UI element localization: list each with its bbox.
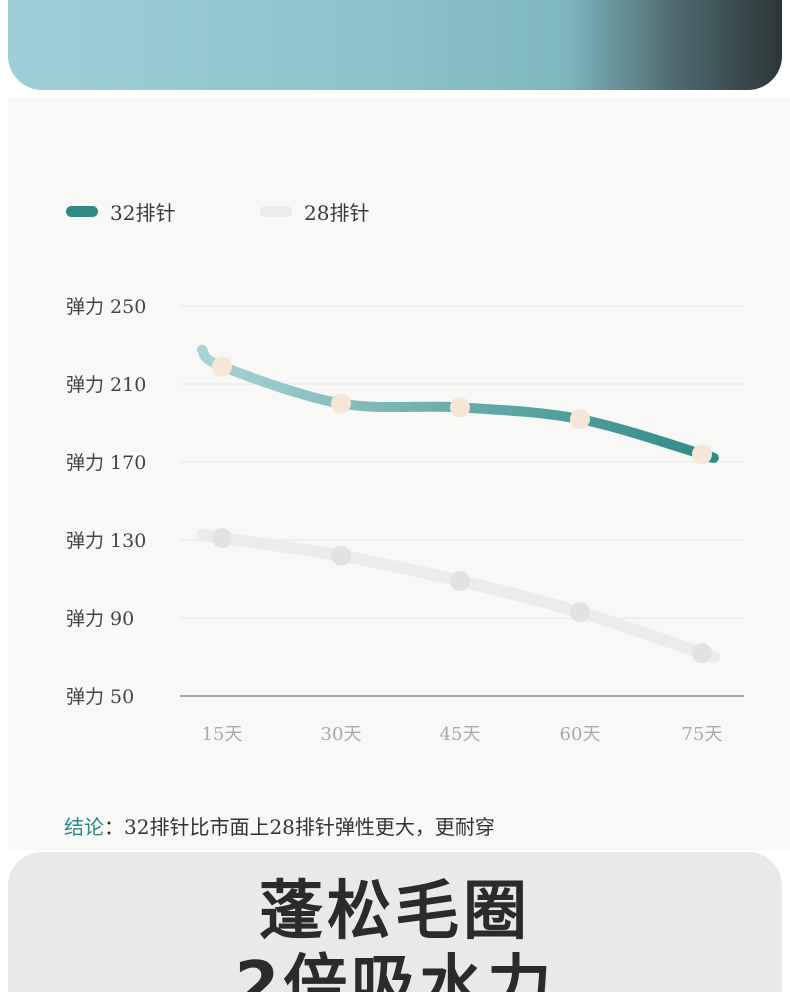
- legend-item-28: 28排针: [260, 197, 369, 226]
- x-tick-label: 15天: [202, 724, 243, 745]
- conclusion-body: ：32排针比市面上28排针弹性更大，更耐穿: [104, 815, 495, 839]
- data-point-32: [331, 393, 351, 414]
- data-point-28: [570, 602, 590, 623]
- y-tick-label: 弹力 90: [66, 608, 134, 630]
- feature-card: 蓬松毛圈 2倍吸水力: [8, 852, 782, 992]
- legend-label-32: 32排针: [110, 201, 176, 225]
- data-point-28: [450, 570, 470, 591]
- conclusion-text: 结论：32排针比市面上28排针弹性更大，更耐穿: [64, 811, 495, 840]
- x-tick-label: 45天: [440, 724, 481, 745]
- legend-label-28: 28排针: [304, 201, 370, 225]
- x-tick-label: 75天: [682, 724, 723, 745]
- data-point-28: [212, 528, 232, 549]
- legend-swatch-28: [260, 206, 292, 217]
- y-tick-label: 弹力 250: [66, 296, 146, 318]
- data-point-32: [692, 444, 712, 465]
- legend-item-32: 32排针: [66, 197, 175, 226]
- data-point-32: [212, 356, 232, 377]
- x-tick-label: 60天: [560, 724, 601, 745]
- y-tick-label: 弹力 50: [66, 686, 134, 708]
- top-banner-image: [8, 0, 782, 90]
- feature-title: 蓬松毛圈: [259, 875, 531, 949]
- x-tick-label: 30天: [321, 724, 362, 745]
- data-point-32: [450, 397, 470, 418]
- y-tick-label: 弹力 130: [66, 530, 146, 552]
- feature-subtitle: 2倍吸水力: [234, 949, 556, 992]
- y-tick-label: 弹力 170: [66, 452, 146, 474]
- series-line-28: [196, 528, 720, 664]
- conclusion-lead: 结论: [64, 815, 104, 839]
- chart-panel: [8, 98, 790, 850]
- data-point-28: [692, 643, 712, 664]
- y-tick-label: 弹力 210: [66, 374, 146, 396]
- line-chart: 弹力 250 弹力 210 弹力 170 弹力 130 弹力 90 弹力 50 15天 30天…: [66, 296, 744, 745]
- legend-swatch-32: [66, 206, 98, 217]
- data-point-32: [570, 409, 590, 430]
- data-point-28: [331, 545, 351, 566]
